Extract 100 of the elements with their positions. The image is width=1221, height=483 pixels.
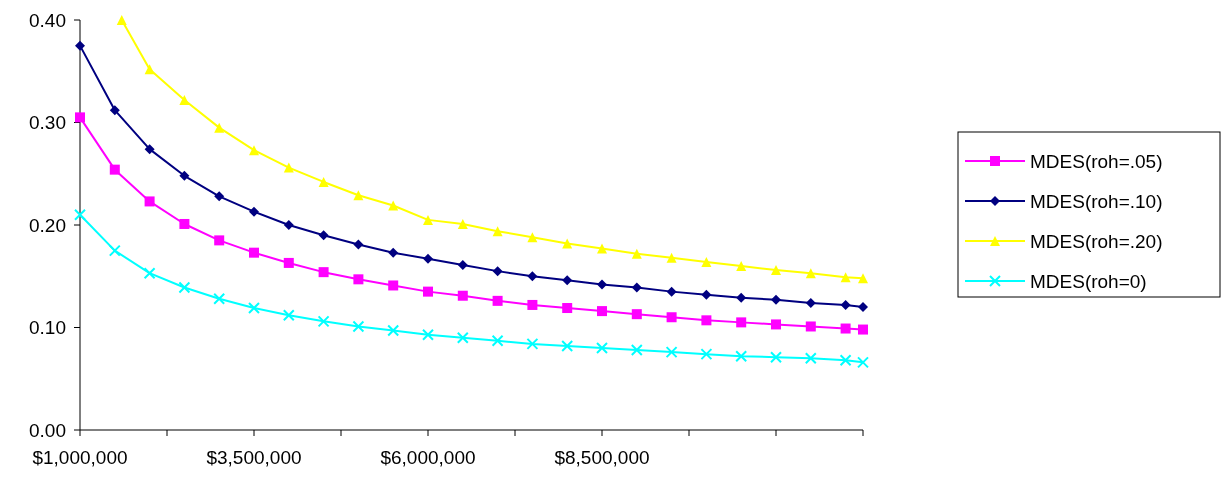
- point: [858, 273, 868, 284]
- point: [318, 230, 329, 241]
- point: [144, 196, 155, 207]
- point: [283, 220, 294, 230]
- point: [840, 323, 851, 334]
- legend-label: MDES(roh=.05): [1030, 150, 1163, 172]
- point: [527, 232, 538, 243]
- point: [75, 112, 85, 123]
- point: [318, 267, 329, 278]
- point: [116, 15, 127, 25]
- point: [249, 206, 259, 217]
- point: [75, 40, 85, 51]
- point: [631, 248, 642, 259]
- x-tick-label: $6,000,000: [380, 447, 476, 468]
- point: [666, 286, 677, 297]
- point: [805, 297, 816, 308]
- legend-label: MDES(roh=.10): [1030, 190, 1163, 212]
- point: [422, 328, 434, 341]
- point: [561, 339, 574, 352]
- point: [179, 218, 190, 229]
- point: [388, 200, 399, 211]
- point: [526, 337, 539, 350]
- point: [562, 275, 573, 286]
- point: [562, 303, 573, 314]
- point: [805, 268, 816, 279]
- point: [597, 306, 607, 317]
- point: [353, 239, 364, 250]
- point: [771, 294, 781, 305]
- x-tick-label: $1,000,000: [32, 447, 128, 468]
- point: [248, 302, 260, 315]
- point: [317, 315, 330, 328]
- y-tick-label: 0.30: [29, 112, 66, 134]
- point: [423, 214, 433, 225]
- point: [804, 352, 817, 365]
- point: [179, 170, 190, 181]
- y-tick-label: 0.10: [29, 317, 66, 339]
- point: [457, 259, 468, 270]
- point: [143, 267, 156, 280]
- point: [770, 351, 782, 364]
- point: [596, 342, 608, 354]
- point: [457, 290, 468, 301]
- point: [735, 350, 748, 363]
- point: [214, 191, 225, 202]
- point: [109, 105, 120, 116]
- point: [352, 320, 365, 333]
- point: [318, 176, 329, 187]
- point: [249, 145, 259, 156]
- point: [631, 282, 642, 293]
- point: [456, 331, 469, 344]
- point: [840, 272, 851, 283]
- point: [839, 354, 852, 367]
- point: [353, 190, 364, 201]
- point: [214, 235, 225, 246]
- point: [109, 164, 120, 175]
- point: [840, 299, 851, 310]
- point: [771, 319, 781, 330]
- point: [701, 315, 712, 326]
- point: [665, 346, 678, 359]
- point: [666, 312, 677, 323]
- point: [700, 348, 713, 361]
- point: [701, 256, 712, 267]
- point: [527, 271, 538, 282]
- point: [492, 266, 503, 277]
- point: [597, 243, 607, 254]
- point: [858, 302, 868, 312]
- point: [701, 289, 712, 300]
- point: [214, 122, 225, 133]
- point: [736, 317, 747, 328]
- point: [178, 281, 191, 294]
- y-tick-label: 0.00: [29, 419, 66, 441]
- point: [597, 279, 607, 290]
- point: [631, 309, 642, 320]
- point: [144, 144, 155, 155]
- point: [249, 247, 259, 258]
- point: [857, 356, 869, 369]
- point: [388, 247, 399, 258]
- point: [457, 218, 468, 229]
- point: [630, 344, 643, 357]
- point: [283, 162, 294, 173]
- point: [736, 292, 747, 303]
- point: [388, 280, 399, 291]
- point: [353, 274, 364, 285]
- point: [562, 238, 573, 249]
- point: [491, 334, 504, 347]
- y-tick-label: 0.20: [29, 214, 66, 236]
- point: [666, 252, 677, 263]
- point: [492, 226, 503, 237]
- point: [423, 286, 433, 297]
- y-tick-label: 0.40: [29, 9, 66, 31]
- point: [179, 94, 190, 105]
- point: [858, 324, 868, 335]
- point: [805, 321, 816, 332]
- legend-label: MDES(roh=.20): [1030, 230, 1163, 252]
- point: [423, 253, 433, 264]
- point: [736, 261, 747, 271]
- legend-label: MDES(roh=0): [1030, 270, 1147, 292]
- x-tick-label: $3,500,000: [206, 447, 302, 468]
- point: [387, 324, 400, 337]
- point: [74, 208, 86, 221]
- point: [283, 257, 294, 268]
